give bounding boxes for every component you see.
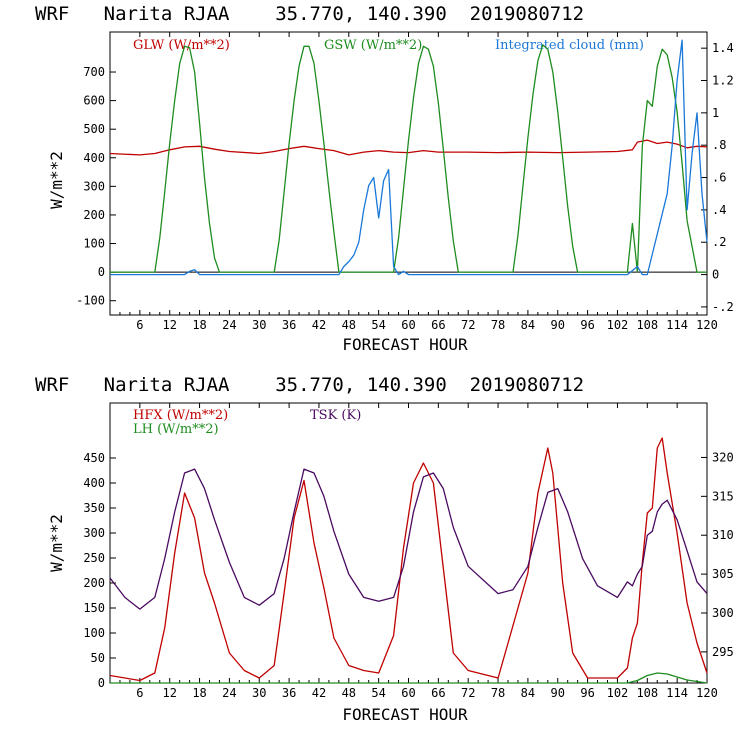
top-y2-tick-label: 0 — [712, 268, 719, 282]
top-x-tick-label: 54 — [371, 318, 385, 332]
top-y-tick-label: 500 — [83, 122, 105, 136]
bottom-x-tick-label: 66 — [431, 686, 445, 700]
top-x-tick-label: 60 — [401, 318, 415, 332]
legend-hfx: HFX (W/m**2) — [133, 408, 228, 423]
bottom-x-tick-label: 114 — [666, 686, 688, 700]
legend-gsw: GSW (W/m**2) — [324, 38, 422, 53]
top-chart-title: WRF Narita RJAA 35.770, 140.390 20190807… — [35, 3, 584, 25]
bottom-series-line-hfx — [109, 437, 708, 682]
top-x-tick-label: 24 — [222, 318, 236, 332]
bottom-y-tick-label: 200 — [83, 576, 105, 590]
bottom-x-tick-label: 78 — [491, 686, 505, 700]
top-y-tick-label: 200 — [83, 208, 105, 222]
bottom-x-tick-label: 18 — [192, 686, 206, 700]
top-y2-tick-label: .2 — [712, 235, 726, 249]
top-x-tick-label: 12 — [162, 318, 176, 332]
top-y-tick-label: 100 — [83, 237, 105, 251]
top-chart: WRF Narita RJAA 35.770, 140.390 20190807… — [35, 3, 734, 354]
top-y2-tick-label: 1.2 — [712, 74, 734, 88]
bottom-y-tick-label: 450 — [83, 451, 105, 465]
top-x-tick-label: 108 — [636, 318, 658, 332]
bottom-y2-tick-label: 315 — [712, 489, 734, 503]
top-x-tick-label: 102 — [607, 318, 629, 332]
bottom-y-tick-label: 150 — [83, 601, 105, 615]
bottom-x-tick-label: 120 — [696, 686, 718, 700]
top-series-line-integrated — [110, 39, 708, 276]
top-y-tick-label: 700 — [83, 65, 105, 79]
bottom-y-tick-label: 0 — [98, 676, 105, 690]
top-x-tick-label: 84 — [521, 318, 535, 332]
top-x-tick-label: 6 — [136, 318, 143, 332]
top-x-tick-label: 90 — [551, 318, 565, 332]
legend-integrated-cloud: Integrated cloud (mm) — [495, 38, 644, 53]
bottom-x-tick-label: 72 — [461, 686, 475, 700]
top-x-tick-label: 48 — [342, 318, 356, 332]
bottom-chart-title: WRF Narita RJAA 35.770, 140.390 20190807… — [35, 374, 584, 396]
bottom-x-tick-label: 12 — [162, 686, 176, 700]
top-x-tick-label: 120 — [696, 318, 718, 332]
bottom-x-tick-label: 54 — [371, 686, 385, 700]
top-y-tick-label: 600 — [83, 94, 105, 108]
top-y-tick-label: -100 — [76, 294, 105, 308]
bottom-y2-tick-label: 300 — [712, 606, 734, 620]
bottom-x-tick-label: 84 — [521, 686, 535, 700]
bottom-y-tick-label: 50 — [91, 651, 105, 665]
bottom-y-tick-label: 250 — [83, 551, 105, 565]
top-series-line-gsw — [110, 44, 707, 273]
bottom-y2-tick-label: 295 — [712, 645, 734, 659]
top-x-tick-label: 18 — [192, 318, 206, 332]
top-x-tick-label: 66 — [431, 318, 445, 332]
bottom-x-tick-label: 42 — [312, 686, 326, 700]
bottom-x-tick-label: 24 — [222, 686, 236, 700]
top-x-tick-label: 72 — [461, 318, 475, 332]
top-y2-tick-label: .4 — [712, 203, 726, 217]
top-y2-tick-label: .6 — [712, 171, 726, 185]
top-y2-tick-label: -.2 — [712, 300, 734, 314]
bottom-y2-tick-label: 310 — [712, 528, 734, 542]
bottom-x-tick-label: 36 — [282, 686, 296, 700]
top-y-tick-label: 0 — [98, 265, 105, 279]
top-series-line-glw — [109, 139, 708, 156]
top-x-tick-label: 42 — [312, 318, 326, 332]
legend-tsk: TSK (K) — [310, 408, 361, 423]
bottom-y-tick-label: 100 — [83, 626, 105, 640]
bottom-x-tick-label: 102 — [607, 686, 629, 700]
bottom-y-tick-label: 400 — [83, 476, 105, 490]
bottom-x-tick-label: 6 — [136, 686, 143, 700]
bottom-x-tick-label: 108 — [636, 686, 658, 700]
bottom-y2-tick-label: 320 — [712, 450, 734, 464]
bottom-y-tick-label: 350 — [83, 501, 105, 515]
bottom-x-tick-label: 30 — [252, 686, 266, 700]
legend-glw: GLW (W/m**2) — [133, 38, 230, 53]
top-y-tick-label: 400 — [83, 151, 105, 165]
bottom-series-line-tsk — [109, 468, 708, 610]
top-y2-tick-label: 1 — [712, 106, 719, 120]
bottom-x-tick-label: 90 — [551, 686, 565, 700]
top-x-axis-label: FORECAST HOUR — [342, 335, 468, 354]
bottom-y2-tick-label: 305 — [712, 567, 734, 581]
bottom-y-tick-label: 300 — [83, 526, 105, 540]
bottom-x-axis-label: FORECAST HOUR — [342, 705, 468, 724]
bottom-y-axis-label: W/m**2 — [47, 514, 66, 572]
bottom-x-tick-label: 96 — [580, 686, 594, 700]
top-x-tick-label: 30 — [252, 318, 266, 332]
bottom-chart: WRF Narita RJAA 35.770, 140.390 20190807… — [35, 374, 734, 724]
top-y-tick-label: 300 — [83, 179, 105, 193]
bottom-x-tick-label: 48 — [342, 686, 356, 700]
bottom-x-tick-label: 60 — [401, 686, 415, 700]
top-y-axis-label: W/m**2 — [47, 151, 66, 209]
top-x-tick-label: 96 — [580, 318, 594, 332]
legend-lh: LH (W/m**2) — [133, 422, 219, 437]
top-y2-tick-label: 1.4 — [712, 41, 734, 55]
top-x-tick-label: 78 — [491, 318, 505, 332]
bottom-series-line-lh — [110, 672, 708, 684]
top-y2-tick-label: .8 — [712, 138, 726, 152]
top-x-tick-label: 36 — [282, 318, 296, 332]
top-x-tick-label: 114 — [666, 318, 688, 332]
